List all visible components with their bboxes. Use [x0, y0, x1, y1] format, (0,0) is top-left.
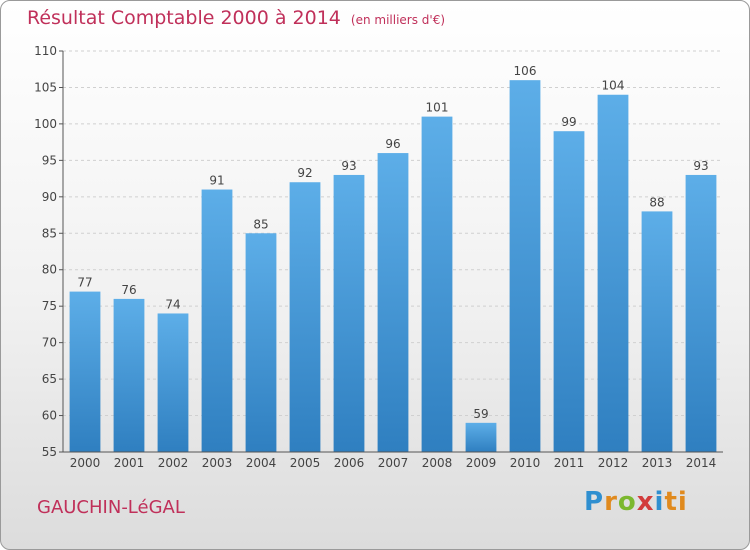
bar	[289, 182, 321, 452]
x-tick-label: 2003	[202, 456, 233, 470]
bar	[509, 80, 541, 452]
x-tick-label: 2004	[246, 456, 277, 470]
data-label: 96	[385, 137, 400, 151]
bar	[69, 291, 101, 452]
x-tick-label: 2013	[642, 456, 673, 470]
data-label: 77	[77, 276, 92, 290]
data-label: 91	[209, 174, 224, 188]
bar	[201, 189, 233, 452]
x-tick-label: 2012	[598, 456, 629, 470]
proxiti-logo: Proxiti	[584, 487, 688, 517]
x-tick-label: 2009	[466, 456, 497, 470]
commune-name: GAUCHIN-LéGAL	[37, 497, 185, 518]
bar	[553, 131, 585, 452]
x-tick-label: 2010	[510, 456, 541, 470]
y-tick-label: 70	[42, 336, 57, 350]
data-label: 59	[473, 407, 488, 421]
chart-title-text: Résultat Comptable 2000 à 2014	[27, 7, 341, 29]
y-tick-label: 110	[34, 44, 57, 58]
chart-unit: (en milliers d'€)	[350, 13, 446, 27]
y-tick-label: 60	[42, 409, 57, 423]
bar	[597, 94, 629, 452]
data-label: 74	[165, 297, 180, 311]
data-label: 93	[693, 159, 708, 173]
data-label: 99	[561, 115, 576, 129]
y-tick-label: 105	[34, 80, 57, 94]
y-tick-label: 65	[42, 372, 57, 386]
bar	[333, 174, 365, 453]
data-label: 92	[297, 166, 312, 180]
logo-letter: o	[617, 487, 637, 517]
x-tick-label: 2005	[290, 456, 321, 470]
x-tick-label: 2011	[554, 456, 585, 470]
data-label: 93	[341, 159, 356, 173]
x-tick-label: 2002	[158, 456, 189, 470]
y-tick-label: 90	[42, 190, 57, 204]
chart-title: Résultat Comptable 2000 à 2014 (en millie…	[27, 7, 445, 29]
y-tick-label: 85	[42, 226, 57, 240]
data-label: 76	[121, 283, 136, 297]
y-tick-label: 95	[42, 153, 57, 167]
x-tick-label: 2000	[70, 456, 101, 470]
x-tick-label: 2014	[686, 456, 717, 470]
bar	[465, 422, 497, 452]
bar	[641, 211, 673, 452]
logo-letter: r	[604, 487, 618, 517]
logo-letter: P	[584, 487, 605, 517]
y-tick-label: 80	[42, 263, 57, 277]
y-tick-label: 55	[42, 445, 57, 459]
bar	[113, 298, 145, 452]
bar	[245, 233, 277, 452]
data-label: 101	[426, 101, 449, 115]
x-tick-label: 2001	[114, 456, 145, 470]
bar	[157, 313, 189, 452]
bar	[377, 153, 409, 452]
data-label: 104	[602, 79, 625, 93]
x-tick-label: 2008	[422, 456, 453, 470]
x-tick-label: 2007	[378, 456, 409, 470]
x-tick-label: 2006	[334, 456, 365, 470]
data-label: 88	[649, 195, 664, 209]
data-label: 106	[514, 64, 537, 78]
data-label: 85	[253, 217, 268, 231]
bar	[421, 116, 453, 453]
bar	[685, 174, 717, 453]
y-tick-label: 100	[34, 117, 57, 131]
y-tick-label: 75	[42, 299, 57, 313]
logo-letter: i	[654, 487, 665, 517]
logo-letter: x	[636, 487, 655, 517]
logo-letter: ti	[664, 487, 688, 517]
